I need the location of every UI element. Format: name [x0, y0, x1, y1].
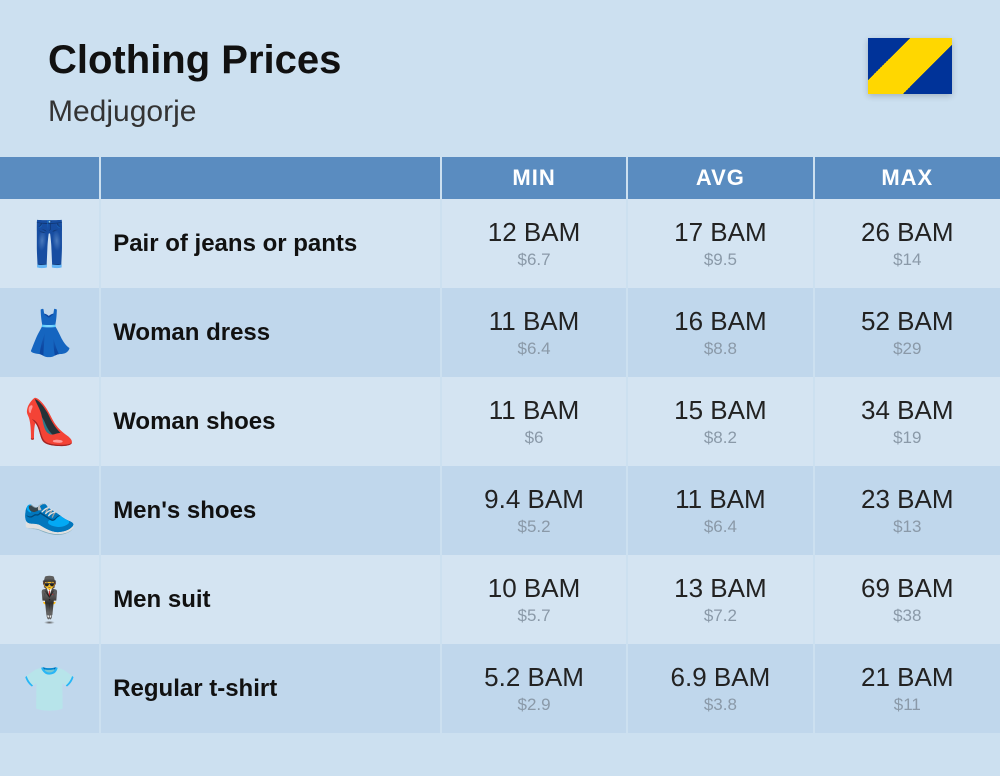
page-subtitle: Medjugorje: [48, 95, 341, 129]
column-header-avg: AVG: [627, 157, 813, 199]
table-body: 👖Pair of jeans or pants12 BAM$6.717 BAM$…: [0, 199, 1000, 733]
table-row: 👖Pair of jeans or pants12 BAM$6.717 BAM$…: [0, 199, 1000, 288]
price-max: 23 BAM$13: [814, 466, 1000, 555]
price-avg-primary: 16 BAM: [628, 306, 812, 337]
table-row: 👠Woman shoes11 BAM$615 BAM$8.234 BAM$19: [0, 377, 1000, 466]
table-row: 👟Men's shoes9.4 BAM$5.211 BAM$6.423 BAM$…: [0, 466, 1000, 555]
item-name: Men's shoes: [100, 466, 441, 555]
title-block: Clothing Prices Medjugorje: [48, 38, 341, 129]
item-name: Men suit: [100, 555, 441, 644]
price-avg-secondary: $8.8: [628, 339, 812, 359]
price-max-secondary: $13: [815, 517, 1000, 537]
price-avg: 13 BAM$7.2: [627, 555, 813, 644]
price-max-primary: 69 BAM: [815, 573, 1000, 604]
price-max-secondary: $38: [815, 606, 1000, 626]
price-avg-primary: 15 BAM: [628, 395, 812, 426]
price-avg: 16 BAM$8.8: [627, 288, 813, 377]
price-max-primary: 23 BAM: [815, 484, 1000, 515]
price-min-secondary: $6.4: [442, 339, 626, 359]
item-name: Pair of jeans or pants: [100, 199, 441, 288]
price-avg: 11 BAM$6.4: [627, 466, 813, 555]
item-icon: 👕: [0, 644, 100, 733]
price-max-primary: 52 BAM: [815, 306, 1000, 337]
price-min-secondary: $5.7: [442, 606, 626, 626]
price-min-primary: 10 BAM: [442, 573, 626, 604]
item-name: Regular t-shirt: [100, 644, 441, 733]
price-avg: 6.9 BAM$3.8: [627, 644, 813, 733]
column-header-name: [100, 157, 441, 199]
price-avg-primary: 17 BAM: [628, 217, 812, 248]
price-max-primary: 34 BAM: [815, 395, 1000, 426]
item-name: Woman dress: [100, 288, 441, 377]
header: Clothing Prices Medjugorje: [0, 0, 1000, 157]
item-icon: 🕴️: [0, 555, 100, 644]
price-min: 11 BAM$6.4: [441, 288, 627, 377]
table-row: 👕Regular t-shirt5.2 BAM$2.96.9 BAM$3.821…: [0, 644, 1000, 733]
item-name: Woman shoes: [100, 377, 441, 466]
price-min-secondary: $6.7: [442, 250, 626, 270]
price-max-primary: 21 BAM: [815, 662, 1000, 693]
price-max: 26 BAM$14: [814, 199, 1000, 288]
price-max-primary: 26 BAM: [815, 217, 1000, 248]
price-min: 12 BAM$6.7: [441, 199, 627, 288]
table-row: 👗Woman dress11 BAM$6.416 BAM$8.852 BAM$2…: [0, 288, 1000, 377]
price-min-secondary: $5.2: [442, 517, 626, 537]
price-min-primary: 5.2 BAM: [442, 662, 626, 693]
price-avg: 15 BAM$8.2: [627, 377, 813, 466]
price-max: 21 BAM$11: [814, 644, 1000, 733]
price-min: 5.2 BAM$2.9: [441, 644, 627, 733]
price-avg-primary: 6.9 BAM: [628, 662, 812, 693]
column-header-max: MAX: [814, 157, 1000, 199]
column-header-min: MIN: [441, 157, 627, 199]
price-min-primary: 11 BAM: [442, 395, 626, 426]
price-min-primary: 11 BAM: [442, 306, 626, 337]
price-min-primary: 9.4 BAM: [442, 484, 626, 515]
price-max: 52 BAM$29: [814, 288, 1000, 377]
price-avg-secondary: $8.2: [628, 428, 812, 448]
price-avg: 17 BAM$9.5: [627, 199, 813, 288]
item-icon: 👟: [0, 466, 100, 555]
price-min-primary: 12 BAM: [442, 217, 626, 248]
price-avg-secondary: $9.5: [628, 250, 812, 270]
price-min: 11 BAM$6: [441, 377, 627, 466]
item-icon: 👠: [0, 377, 100, 466]
price-max-secondary: $11: [815, 695, 1000, 715]
column-header-icon: [0, 157, 100, 199]
price-max-secondary: $19: [815, 428, 1000, 448]
flag-icon: [868, 38, 952, 94]
price-max: 69 BAM$38: [814, 555, 1000, 644]
price-avg-secondary: $6.4: [628, 517, 812, 537]
price-avg-secondary: $3.8: [628, 695, 812, 715]
price-min-secondary: $6: [442, 428, 626, 448]
item-icon: 👖: [0, 199, 100, 288]
price-min: 10 BAM$5.7: [441, 555, 627, 644]
prices-table: MIN AVG MAX 👖Pair of jeans or pants12 BA…: [0, 157, 1000, 733]
price-min-secondary: $2.9: [442, 695, 626, 715]
price-avg-primary: 13 BAM: [628, 573, 812, 604]
page-title: Clothing Prices: [48, 38, 341, 83]
price-max-secondary: $29: [815, 339, 1000, 359]
price-max-secondary: $14: [815, 250, 1000, 270]
table-header-row: MIN AVG MAX: [0, 157, 1000, 199]
price-min: 9.4 BAM$5.2: [441, 466, 627, 555]
price-max: 34 BAM$19: [814, 377, 1000, 466]
price-avg-secondary: $7.2: [628, 606, 812, 626]
item-icon: 👗: [0, 288, 100, 377]
price-avg-primary: 11 BAM: [628, 484, 812, 515]
table-row: 🕴️Men suit10 BAM$5.713 BAM$7.269 BAM$38: [0, 555, 1000, 644]
